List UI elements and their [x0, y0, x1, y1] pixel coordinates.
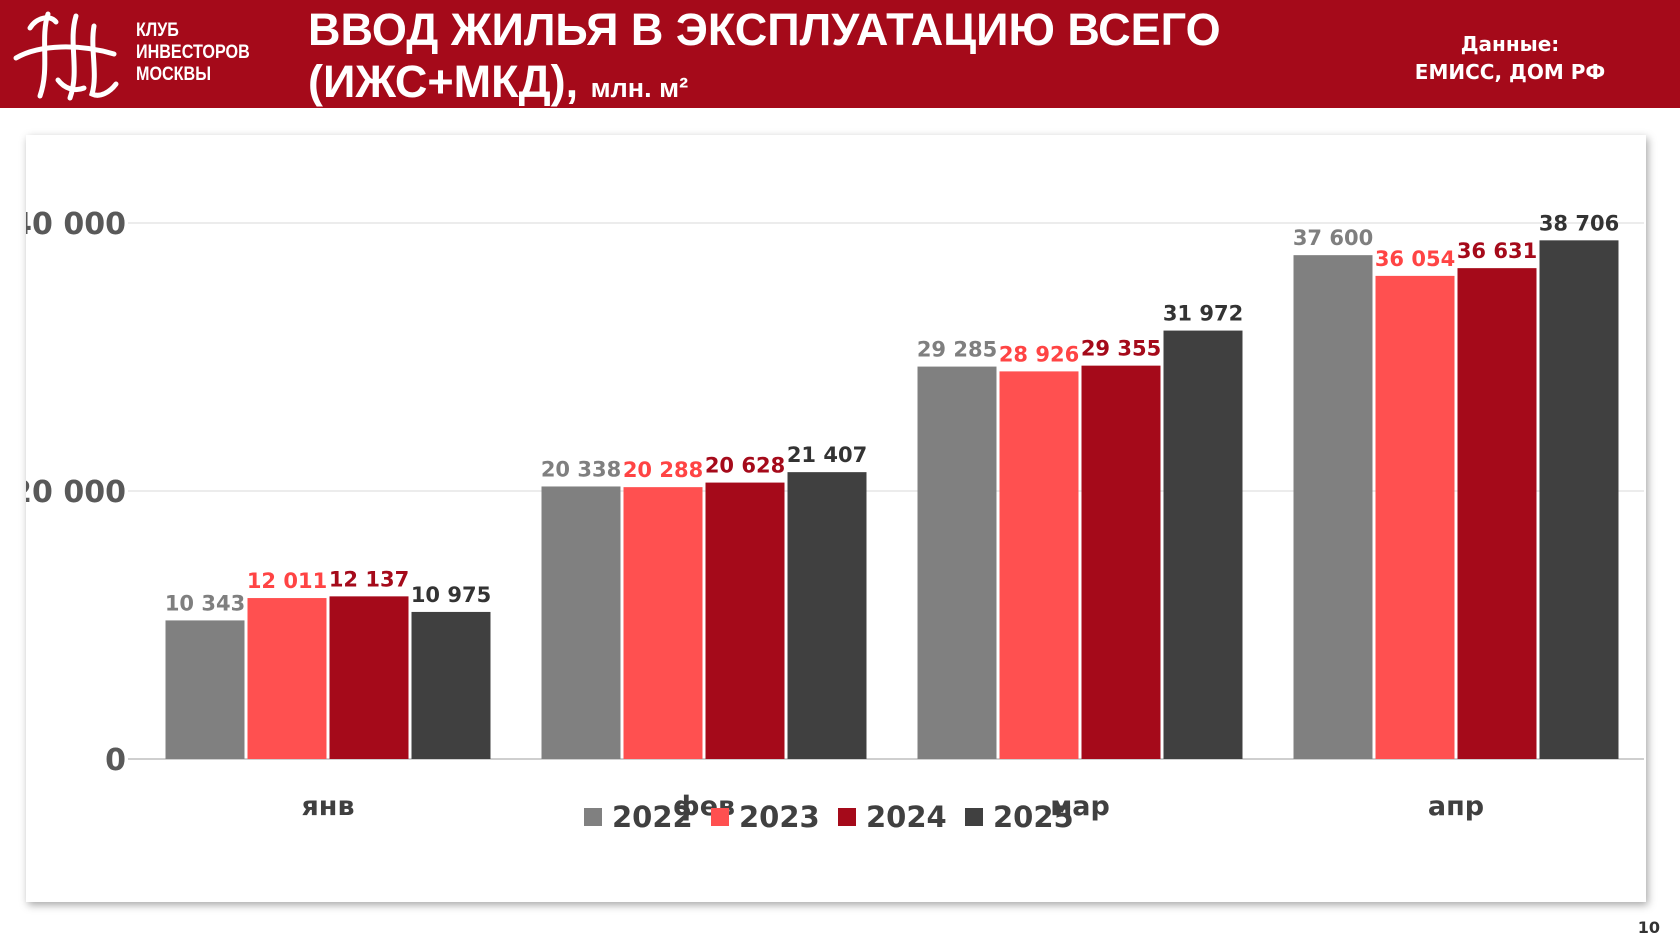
data-label: 37 600: [1293, 226, 1373, 250]
data-label: 36 631: [1457, 239, 1537, 263]
legend-swatch: [584, 808, 602, 826]
category-label: мар: [1050, 791, 1110, 822]
title-line-2: (ИЖС+МКД), млн. м²: [308, 56, 689, 107]
source-value: ЕМИСС, ДОМ РФ: [1414, 60, 1606, 84]
bar: [541, 486, 621, 759]
bar: [1375, 275, 1455, 759]
bar: [999, 371, 1079, 759]
data-label: 36 054: [1375, 247, 1455, 271]
legend-swatch: [711, 808, 729, 826]
bar: [623, 487, 703, 759]
y-tick-label: 0: [105, 743, 126, 778]
header-banner: КЛУБ ИНВЕСТОРОВ МОСКВЫ ВВОД ЖИЛЬЯ В ЭКСП…: [0, 0, 1680, 108]
data-label: 12 137: [329, 567, 409, 591]
legend-label: 2024: [866, 800, 947, 834]
category-label: апр: [1428, 791, 1484, 822]
legend-label: 2025: [993, 800, 1074, 834]
legend-swatch: [965, 808, 983, 826]
data-label: 29 285: [917, 338, 997, 362]
data-label: 21 407: [787, 443, 867, 467]
source-label: Данные:: [1460, 32, 1560, 56]
y-tick-label: 40 000: [26, 207, 126, 242]
data-label: 38 706: [1539, 211, 1619, 235]
bar: [1293, 255, 1373, 759]
data-label: 12 011: [247, 569, 327, 593]
data-label: 29 355: [1081, 337, 1161, 361]
legend-label: 2022: [612, 800, 693, 834]
bar: [165, 620, 245, 759]
bar: [411, 611, 491, 759]
bar: [705, 482, 785, 759]
bar: [917, 366, 997, 759]
category-label: янв: [301, 791, 354, 822]
data-label: 20 628: [705, 454, 785, 478]
bar: [1457, 268, 1537, 759]
legend-swatch: [838, 808, 856, 826]
data-label: 10 343: [165, 591, 245, 615]
data-source: Данные: ЕМИСС, ДОМ РФ: [1380, 30, 1640, 86]
y-tick-label: 20 000: [26, 475, 126, 510]
data-label: 31 972: [1163, 302, 1243, 326]
bar: [787, 472, 867, 759]
data-label: 20 338: [541, 457, 621, 481]
data-label: 10 975: [411, 583, 491, 607]
data-label: 20 288: [623, 458, 703, 482]
bar: [1163, 330, 1243, 759]
club-logo-text: КЛУБ ИНВЕСТОРОВ МОСКВЫ: [136, 20, 250, 85]
bar: [329, 596, 409, 759]
page-number: 10: [1637, 918, 1660, 937]
legend-label: 2023: [739, 800, 820, 834]
title-unit: млн. м²: [590, 73, 689, 103]
page-title: ВВОД ЖИЛЬЯ В ЭКСПЛУАТАЦИЮ ВСЕГО (ИЖС+МКД…: [308, 4, 1221, 114]
club-logo-icon: [13, 11, 119, 101]
bar: [1539, 240, 1619, 759]
title-line-1: ВВОД ЖИЛЬЯ В ЭКСПЛУАТАЦИЮ ВСЕГО: [308, 4, 1221, 55]
bar: [247, 598, 327, 759]
bar: [1081, 365, 1161, 759]
data-label: 28 926: [999, 342, 1079, 366]
